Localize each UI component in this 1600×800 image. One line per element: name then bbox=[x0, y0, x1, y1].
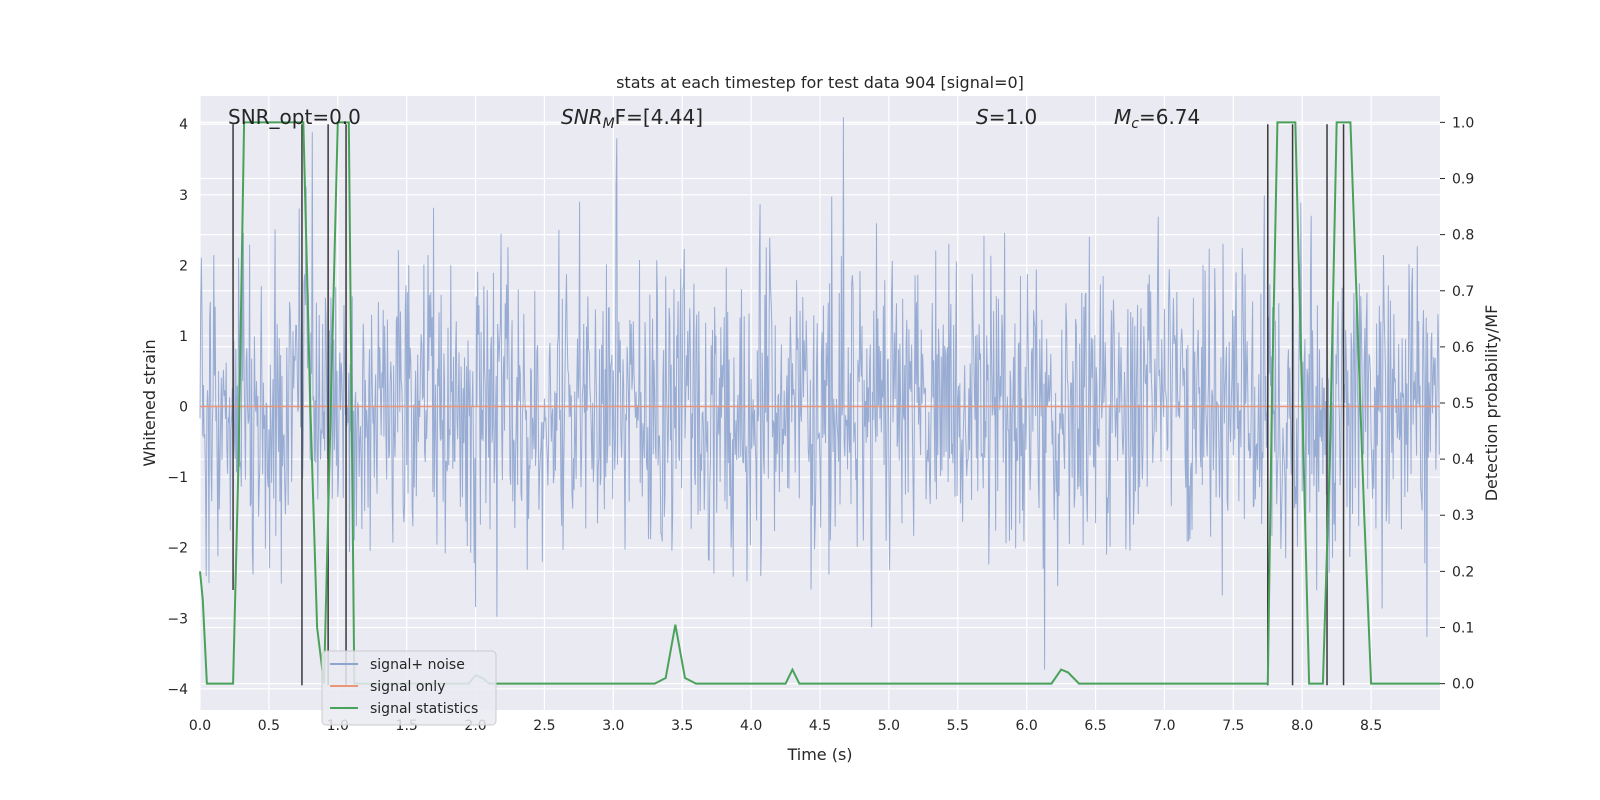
annotation-snr-mf-rest: F=[4.44] bbox=[615, 105, 703, 129]
y-tick-label: 1 bbox=[179, 329, 188, 345]
vertical-markers bbox=[232, 124, 1345, 686]
signal-noise-line bbox=[199, 117, 1440, 670]
signal-statistics-line bbox=[199, 121, 1440, 685]
legend: signal+ noise signal only signal statist… bbox=[321, 650, 497, 726]
x-tick-label: 6.0 bbox=[1016, 718, 1038, 734]
x-tick-label: 7.0 bbox=[1153, 718, 1175, 734]
signal-noise-series bbox=[199, 117, 1440, 670]
y-axis-label: Whitened strain bbox=[140, 339, 159, 466]
x-axis-label: Time (s) bbox=[786, 745, 852, 764]
y-ticks: 4 3 2 1 0 −1 −2 −3 −4 bbox=[167, 117, 188, 698]
legend-label-signal-only: signal only bbox=[370, 679, 445, 695]
signal-statistics-layer bbox=[199, 121, 1440, 685]
y-tick-label: 0 bbox=[179, 400, 188, 416]
y2-tick-label: 0.2 bbox=[1452, 564, 1474, 580]
x-tick-label: 8.5 bbox=[1360, 718, 1382, 734]
y2-tick-label: 0.9 bbox=[1452, 172, 1474, 188]
x-tick-label: 3.0 bbox=[602, 718, 624, 734]
annotation-mc: Mc=6.74 bbox=[1114, 105, 1200, 132]
annotation-snr-mf-main: SNR bbox=[561, 105, 603, 129]
chart-title: stats at each timestep for test data 904… bbox=[616, 73, 1024, 92]
legend-box bbox=[321, 650, 497, 726]
annotation-s-var: S bbox=[976, 105, 989, 129]
x-tick-label: 5.5 bbox=[947, 718, 969, 734]
y2-tick-label: 0.8 bbox=[1452, 228, 1474, 244]
x-tick-label: 6.5 bbox=[1084, 718, 1106, 734]
y2-tick-label: 0.3 bbox=[1452, 508, 1474, 524]
y2-axis-label: Detection probability/MF bbox=[1482, 305, 1501, 502]
x-tick-label: 8.0 bbox=[1291, 718, 1313, 734]
x-tick-label: 0.5 bbox=[258, 718, 280, 734]
x-tick-label: 4.0 bbox=[740, 718, 762, 734]
y2-tick-label: 0.5 bbox=[1452, 396, 1474, 412]
annotation-snr-mf-sub: M bbox=[603, 116, 615, 132]
y2-ticks: 1.0 0.9 0.8 0.7 0.6 0.5 0.4 0.3 0.2 0.1 0.0 bbox=[1440, 115, 1474, 693]
y-tick-label: 2 bbox=[179, 258, 188, 274]
x-tick-label: 4.5 bbox=[809, 718, 831, 734]
y-tick-label: 4 bbox=[179, 117, 188, 133]
y-tick-label: −2 bbox=[167, 541, 188, 557]
y-tick-label: −1 bbox=[167, 470, 188, 486]
y-tick-label: −3 bbox=[167, 611, 188, 627]
y-tick-label: −4 bbox=[167, 682, 188, 698]
x-tick-label: 7.5 bbox=[1222, 718, 1244, 734]
y2-tick-label: 0.0 bbox=[1452, 677, 1474, 693]
y2-tick-label: 0.1 bbox=[1452, 620, 1474, 636]
annotation-snr-mf: SNRMF=[4.44] bbox=[561, 105, 703, 132]
annotation-s: S=1.0 bbox=[976, 105, 1037, 129]
annotation-snr-opt: SNR_opt=0.0 bbox=[228, 105, 361, 129]
annotation-mc-rest: =6.74 bbox=[1139, 105, 1200, 129]
y2-tick-label: 0.7 bbox=[1452, 284, 1474, 300]
y-tick-label: 3 bbox=[179, 188, 188, 204]
legend-label-signal-statistics: signal statistics bbox=[370, 701, 478, 717]
y2-tick-label: 0.4 bbox=[1452, 452, 1474, 468]
legend-label-signal-noise: signal+ noise bbox=[370, 657, 465, 673]
y2-tick-label: 1.0 bbox=[1452, 115, 1474, 131]
x-tick-label: 0.0 bbox=[189, 718, 211, 734]
annotation-mc-sub: c bbox=[1131, 116, 1139, 132]
y2-tick-label: 0.6 bbox=[1452, 340, 1474, 356]
annotation-s-rest: =1.0 bbox=[989, 105, 1038, 129]
x-tick-label: 2.5 bbox=[533, 718, 555, 734]
x-tick-label: 5.0 bbox=[878, 718, 900, 734]
x-tick-label: 3.5 bbox=[671, 718, 693, 734]
annotation-mc-var: M bbox=[1114, 105, 1131, 129]
x-ticks: 0.0 0.5 1.0 1.5 2.0 2.5 3.0 3.5 4.0 4.5 5.0 5.5 6.0 6… bbox=[189, 718, 1382, 734]
